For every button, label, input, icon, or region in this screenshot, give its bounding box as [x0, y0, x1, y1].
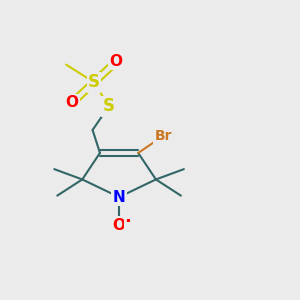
Text: O: O: [110, 54, 123, 69]
Text: Br: Br: [154, 129, 172, 143]
Text: O: O: [112, 218, 126, 232]
Text: S: S: [88, 73, 100, 91]
Text: ·: ·: [124, 212, 131, 230]
Text: S: S: [103, 98, 115, 116]
Text: N: N: [113, 190, 125, 205]
Text: O: O: [65, 95, 79, 110]
